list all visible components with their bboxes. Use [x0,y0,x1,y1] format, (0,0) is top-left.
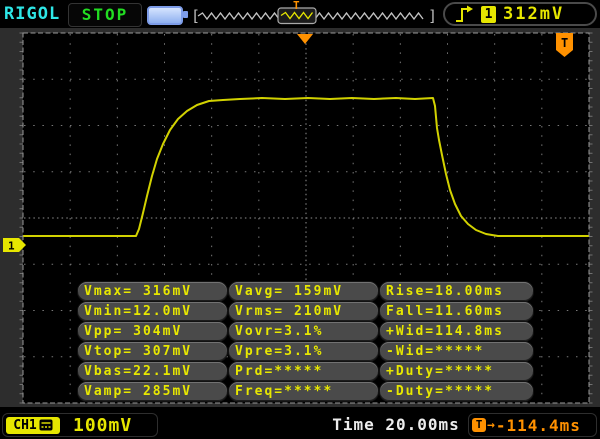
horizontal-position-preview[interactable]: [ T ] [190,0,440,28]
bottom-status-bar: CH1 100mV Time 20.00ms T → -114.4ms [0,407,600,439]
measurement-vmin: Vmin=12.0mV [78,302,227,321]
preview-right-bracket: ] [428,7,437,25]
channel1-scale-value: 100mV [73,414,133,436]
trigger-offset-value: -114.4ms [495,415,581,435]
trigger-info-box[interactable]: 1 312mV [443,2,597,26]
measurement-fall: Fall=11.60ms [380,302,533,321]
brand-logo: RIGOL [4,4,61,24]
battery-nub [183,11,188,18]
measurement-rise: Rise=18.00ms [380,282,533,301]
measurement-vrms: Vrms= 210mV [229,302,378,321]
preview-trigger-marker: T [293,0,300,12]
trigger-offset-arrow-icon: → [487,417,495,433]
channel1-marker-label: 1 [8,240,15,253]
preview-window-waveform-icon [280,11,314,20]
measurement-nduty: -Duty=***** [380,382,533,401]
channel1-settings[interactable]: CH1 100mV [2,413,158,437]
trigger-offset-display[interactable]: T → -114.4ms [468,413,597,437]
trigger-offset-t-icon: T [472,418,486,432]
channel1-badge: CH1 [6,416,60,434]
measurement-vamp: Vamp= 285mV [78,382,227,401]
trigger-level-value: 312mV [503,4,565,24]
trigger-position-marker-icon[interactable] [297,34,313,44]
measurement-panel: Vmax= 316mV Vavg= 159mV Rise=18.00ms Vmi… [78,282,533,401]
channel1-level-marker[interactable]: 1 [3,238,26,253]
measurement-nwid: -Wid=***** [380,342,533,361]
measurement-vmax: Vmax= 316mV [78,282,227,301]
trigger-source-badge: 1 [481,5,496,23]
trigger-flag-icon [556,33,573,57]
channel1-waveform-trace [23,97,589,237]
rising-edge-icon [456,5,473,22]
measurement-vpp: Vpp= 304mV [78,322,227,341]
measurement-vpre: Vpre=3.1% [229,342,378,361]
measurement-freq: Freq=***** [229,382,378,401]
trigger-level-flag[interactable]: T [556,33,573,57]
dc-coupling-icon [39,419,53,431]
top-status-bar: RIGOL STOP [ T ] 1 312mV [0,0,600,28]
channel1-badge-label: CH1 [13,417,37,433]
measurement-pwid: +Wid=114.8ms [380,322,533,341]
measurement-pduty: +Duty=***** [380,362,533,381]
grid-border [22,32,590,404]
measurement-vtop: Vtop= 307mV [78,342,227,361]
channel1-marker-arrow [3,238,26,252]
measurement-prd: Prd=***** [229,362,378,381]
measurement-vovr: Vovr=3.1% [229,322,378,341]
timebase-display[interactable]: Time 20.00ms [326,413,466,437]
run-status-badge: STOP [68,3,142,27]
measurement-vbas: Vbas=22.1mV [78,362,227,381]
preview-left-bracket: [ [191,7,200,25]
battery-icon [147,6,188,25]
measurement-vavg: Vavg= 159mV [229,282,378,301]
trigger-flag-label: T [561,36,568,50]
